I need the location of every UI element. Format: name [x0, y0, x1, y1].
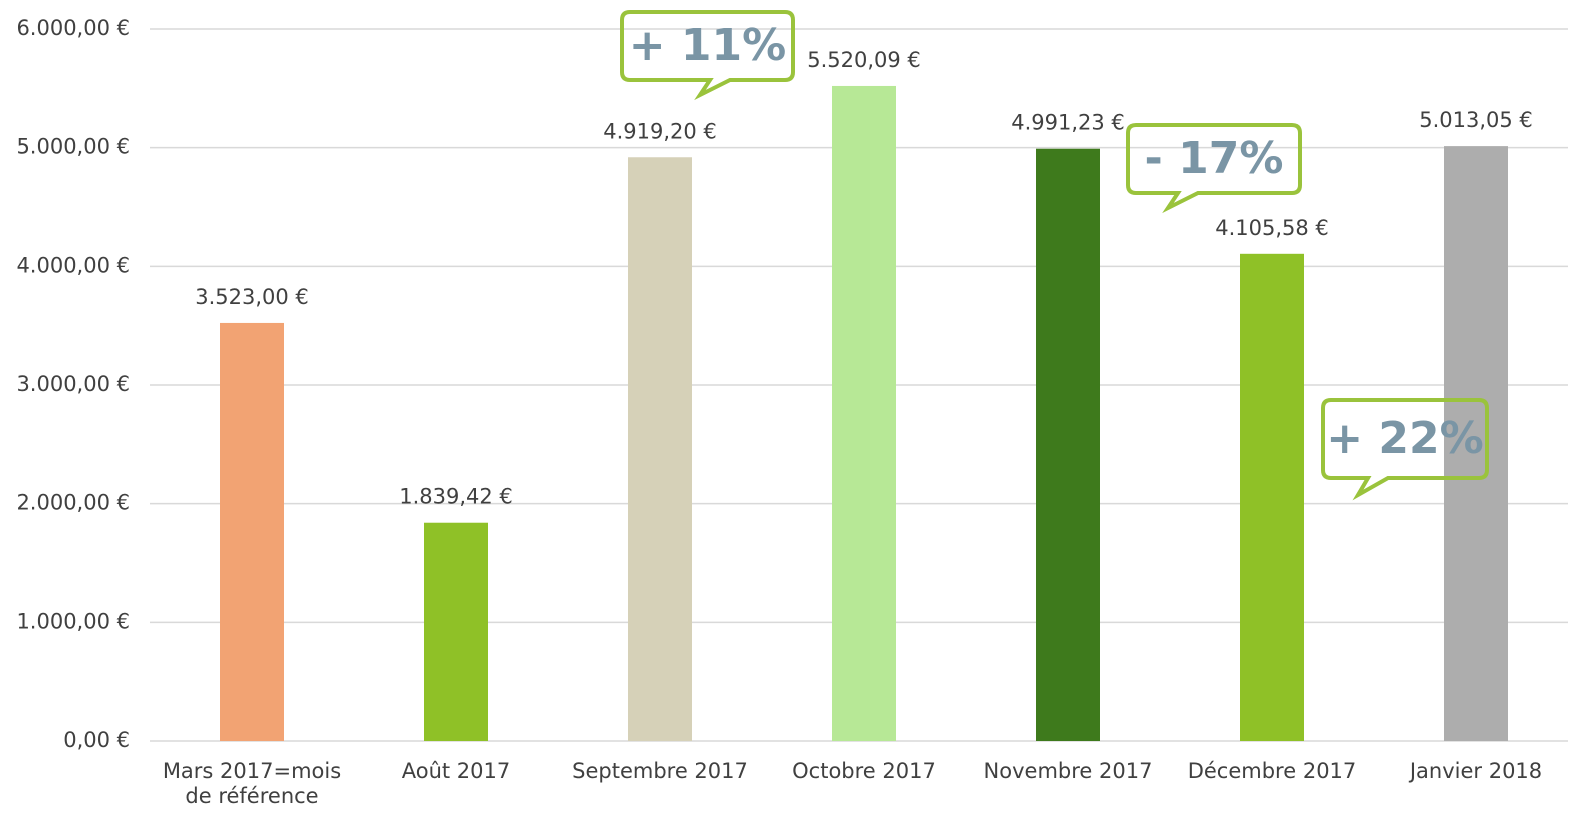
y-tick-label: 3.000,00 €	[16, 372, 130, 396]
value-label: 5.013,05 €	[1419, 108, 1533, 132]
value-label: 4.105,58 €	[1215, 216, 1329, 240]
annotation: + 11%	[628, 20, 787, 71]
x-tick-label: Mars 2017=mois de référence	[162, 759, 342, 808]
bar	[424, 522, 488, 741]
y-tick-label: 0,00 €	[63, 728, 130, 752]
callout-box	[1126, 123, 1302, 214]
y-tick-label: 6.000,00 €	[16, 16, 130, 40]
callout-box	[1321, 398, 1489, 501]
bar	[1240, 253, 1304, 741]
value-label: 3.523,00 €	[195, 285, 309, 309]
y-tick-label: 5.000,00 €	[16, 135, 130, 159]
bar	[1444, 146, 1508, 742]
annotation: + 22%	[1326, 413, 1484, 464]
value-label: 5.520,09 €	[807, 48, 921, 72]
x-tick-label: Décembre 2017	[1187, 759, 1357, 783]
bar	[628, 157, 692, 741]
y-tick-label: 2.000,00 €	[16, 491, 130, 515]
x-tick-label: Janvier 2018	[1409, 759, 1543, 783]
value-label: 4.991,23 €	[1011, 111, 1125, 135]
y-tick-label: 4.000,00 €	[16, 253, 130, 277]
bar	[1036, 148, 1100, 741]
y-tick-label: 1.000,00 €	[16, 609, 130, 633]
x-tick-label: Septembre 2017	[572, 759, 748, 783]
annotation: - 17%	[1144, 133, 1284, 184]
x-tick-label: Août 2017	[401, 759, 511, 783]
x-tick-label: Octobre 2017	[792, 759, 936, 783]
bar	[832, 85, 896, 741]
value-label: 4.919,20 €	[603, 119, 717, 143]
bar	[220, 322, 284, 741]
value-label: 1.839,42 €	[399, 485, 513, 509]
callout-box	[620, 10, 795, 101]
x-tick-label: Novembre 2017	[983, 759, 1153, 783]
